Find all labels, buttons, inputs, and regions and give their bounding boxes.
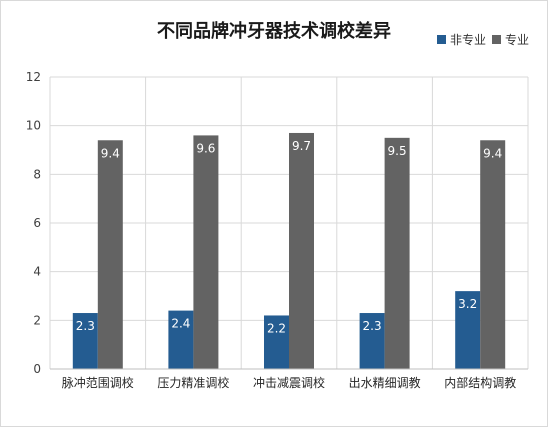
bar-0-4: [455, 291, 481, 369]
bar-1-2: [289, 132, 314, 369]
bar-0-3: [359, 313, 385, 369]
y-tick-label-4: 8: [33, 167, 41, 181]
legend-item-series-0: 非专业: [436, 31, 486, 48]
bar-0-2: [264, 315, 289, 369]
x-tick-label-2: 冲击减震调校: [253, 375, 325, 390]
y-tick-label-5: 10: [26, 119, 41, 133]
data-label-0-0: 2.3: [76, 319, 95, 333]
chart-title: 不同品牌冲牙器技术调校差异: [157, 21, 391, 42]
data-label-1-4: 9.4: [483, 146, 502, 160]
y-tick-label-0: 0: [33, 362, 41, 376]
data-label-1-1: 9.6: [196, 141, 215, 155]
y-tick-label-2: 4: [33, 265, 41, 279]
bar-0-0: [72, 313, 98, 369]
y-tick-label-6: 12: [26, 70, 41, 84]
legend-item-series-1: 专业: [491, 31, 529, 48]
data-label-1-0: 9.4: [101, 146, 120, 160]
x-tick-label-0: 脉冲范围调校: [62, 375, 134, 390]
bar-0-1: [168, 310, 194, 369]
bar-1-3: [384, 137, 410, 369]
legend-label-series-0: 非专业: [449, 33, 486, 47]
data-label-0-2: 2.2: [267, 321, 286, 335]
y-tick-label-3: 6: [33, 216, 41, 230]
bar-1-1: [193, 135, 219, 369]
bar-1-4: [480, 140, 506, 369]
x-tick-label-3: 出水精细调教: [349, 375, 421, 390]
data-label-1-2: 9.7: [292, 139, 311, 153]
y-tick-label-1: 2: [33, 313, 41, 327]
chart-legend: 非专业 专业: [436, 31, 529, 48]
x-tick-label-4: 内部结构调教: [444, 375, 516, 390]
x-tick-label-1: 压力精准调校: [157, 375, 229, 390]
data-label-0-3: 2.3: [363, 319, 382, 333]
legend-swatch-series-1: [491, 35, 501, 44]
bar-1-0: [97, 140, 123, 369]
legend-swatch-series-0: [436, 35, 446, 44]
legend-label-series-1: 专业: [504, 33, 529, 47]
data-label-0-4: 3.2: [458, 297, 477, 311]
data-label-0-1: 2.4: [171, 317, 190, 331]
data-label-1-3: 9.5: [388, 144, 407, 158]
